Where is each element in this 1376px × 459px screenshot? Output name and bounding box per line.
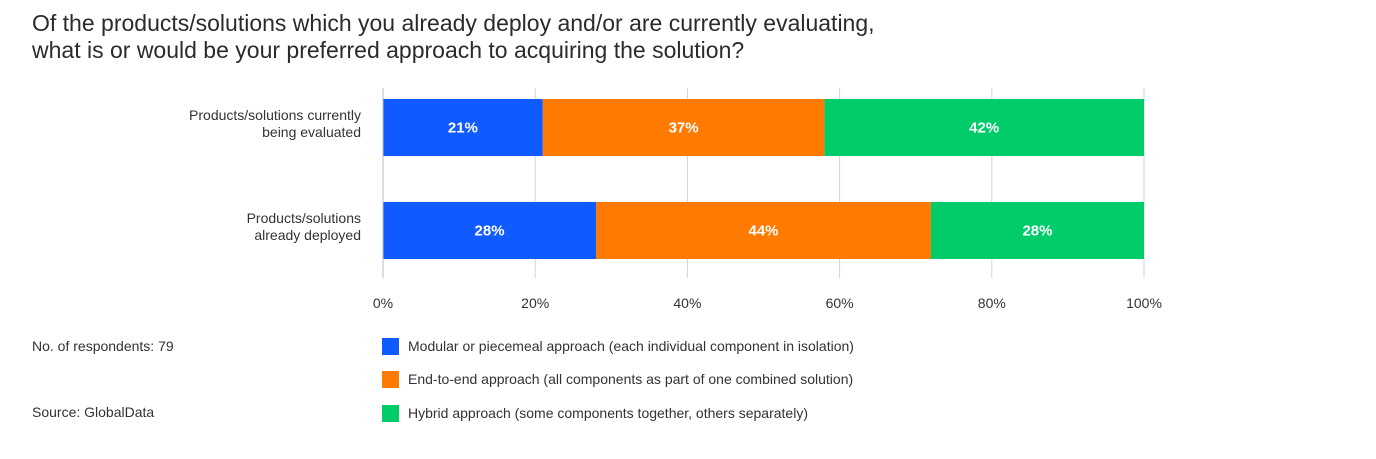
category-label: already deployed: [254, 227, 361, 243]
chart-title: Of the products/solutions which you alre…: [32, 10, 1032, 64]
title-line-1: Of the products/solutions which you alre…: [32, 10, 875, 36]
data-label: 28%: [1022, 223, 1052, 240]
stacked-bar-chart: 21% 37% 42% Products/solutions currentlybei…: [189, 88, 1162, 311]
bar-segment: [596, 202, 931, 259]
title-line-2: what is or would be your preferred appro…: [32, 37, 745, 63]
legend-swatch: [382, 370, 399, 388]
bar-segment: [383, 99, 543, 156]
data-label: 21%: [448, 120, 478, 137]
category-label: Products/solutions currently: [189, 107, 361, 123]
data-label: 28%: [475, 223, 505, 240]
respondents-note: No. of respondents: 79: [32, 338, 174, 354]
legend-swatch: [382, 337, 399, 355]
legend-label: Hybrid approach (some components togethe…: [408, 405, 808, 421]
x-tick-label: 40%: [673, 295, 701, 311]
x-tick-label: 60%: [826, 295, 854, 311]
x-tick-label: 80%: [978, 295, 1006, 311]
legend-item: End-to-end approach (all components as p…: [382, 370, 853, 388]
data-label: 44%: [748, 223, 778, 240]
bar-segment: [930, 202, 1144, 259]
legend-label: Modular or piecemeal approach (each indi…: [408, 338, 854, 354]
x-tick-label: 100%: [1126, 295, 1162, 311]
legend-item: Modular or piecemeal approach (each indi…: [382, 337, 854, 355]
bar-segment: [824, 99, 1144, 156]
data-label: 37%: [669, 120, 699, 137]
category-label: Products/solutions: [247, 210, 361, 226]
bar-segment: [542, 99, 825, 156]
legend-swatch: [382, 404, 399, 422]
data-label: 42%: [969, 120, 999, 137]
bar-segment: [383, 202, 597, 259]
x-tick-label: 20%: [521, 295, 549, 311]
source-note: Source: GlobalData: [32, 404, 155, 420]
x-tick-label: 0%: [373, 295, 393, 311]
legend-item: Hybrid approach (some components togethe…: [382, 404, 808, 422]
category-label: being evaluated: [262, 124, 361, 140]
legend-label: End-to-end approach (all components as p…: [408, 371, 854, 387]
